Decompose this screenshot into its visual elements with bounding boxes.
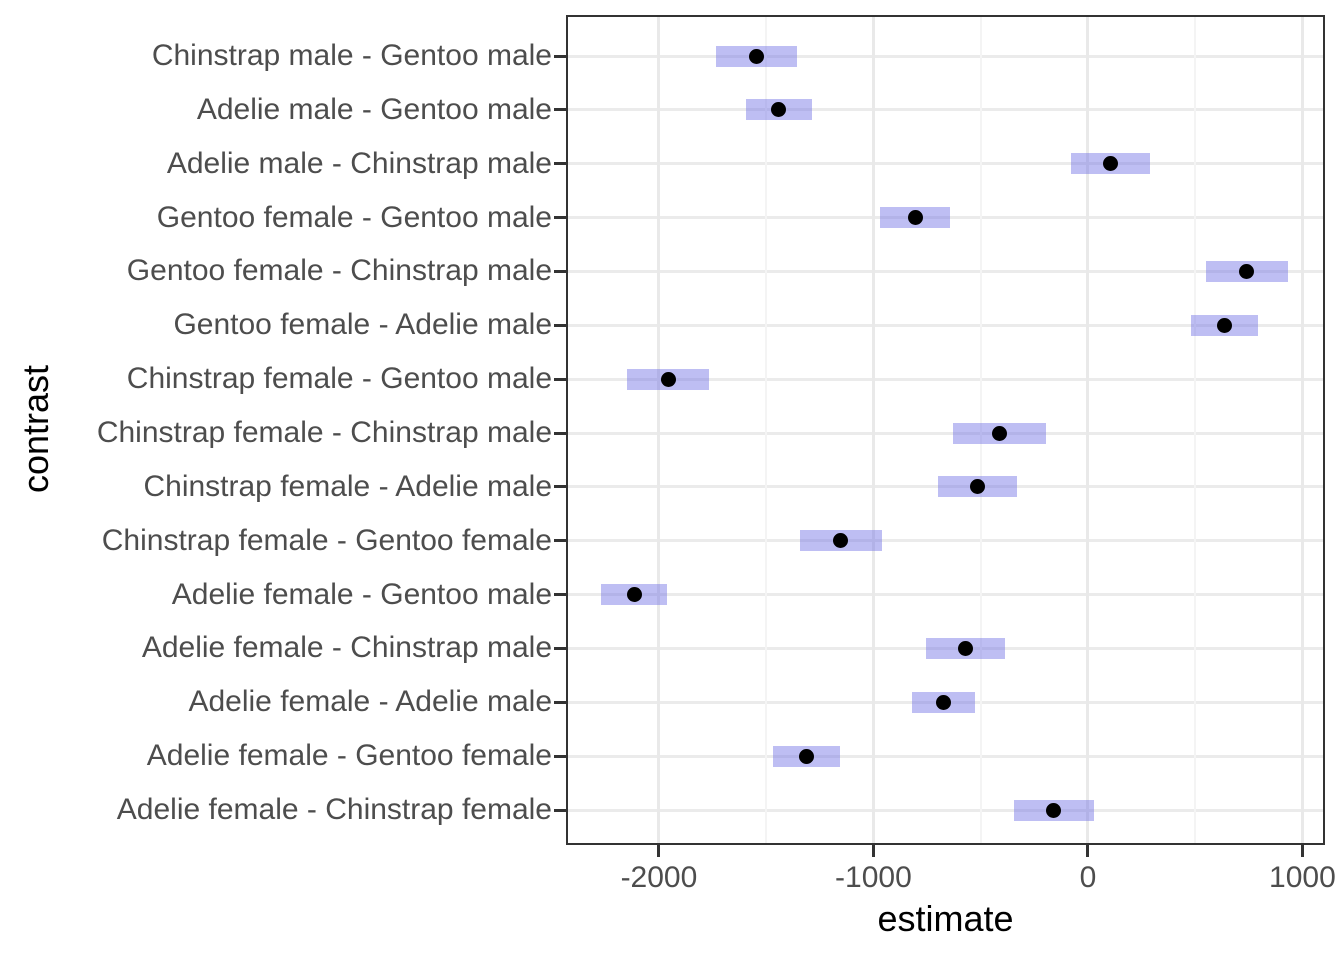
y-tick (554, 485, 566, 489)
y-tick-label: Chinstrap female - Gentoo male (126, 362, 552, 396)
estimate-point (1216, 317, 1232, 333)
y-tick (554, 700, 566, 704)
x-tick (871, 845, 875, 857)
h-gridline (568, 377, 1323, 381)
y-tick-label: Gentoo female - Adelie male (173, 308, 552, 342)
y-tick-label: Adelie female - Gentoo male (171, 577, 552, 611)
y-tick-label: Adelie female - Chinstrap female (116, 793, 552, 826)
x-tick-label: 0 (1079, 861, 1097, 894)
y-tick (554, 539, 566, 543)
v-gridline-major (871, 17, 875, 843)
estimate-point (969, 479, 985, 495)
h-gridline (568, 808, 1323, 812)
v-gridline-minor (765, 17, 768, 843)
h-gridline (568, 162, 1323, 166)
y-tick-label: Gentoo female - Chinstrap male (126, 254, 552, 288)
h-gridline (568, 269, 1323, 273)
y-tick (554, 593, 566, 597)
y-tick (554, 54, 566, 58)
estimate-point (1239, 263, 1255, 279)
y-tick (554, 431, 566, 435)
y-tick-label: Chinstrap female - Adelie male (143, 469, 552, 503)
y-tick (554, 269, 566, 273)
v-gridline-major (1086, 17, 1090, 843)
h-gridline (568, 323, 1323, 327)
estimate-point (907, 210, 923, 226)
x-axis-title: estimate (877, 898, 1014, 939)
y-tick-label: Adelie male - Gentoo male (196, 92, 552, 126)
x-tick-label: -2000 (620, 861, 698, 894)
estimate-point (660, 371, 676, 387)
h-gridline (568, 108, 1323, 112)
estimate-point (1102, 156, 1118, 172)
x-tick (1300, 845, 1304, 857)
estimate-point (1046, 802, 1062, 818)
v-gridline-minor (1194, 17, 1197, 843)
x-tick-label: 1000 (1269, 861, 1336, 894)
y-tick (554, 377, 566, 381)
estimate-point (626, 587, 642, 603)
y-tick-label: Chinstrap female - Chinstrap male (96, 416, 552, 449)
y-tick-label: Adelie male - Chinstrap male (166, 146, 552, 180)
h-gridline (568, 431, 1323, 435)
y-tick (554, 754, 566, 758)
h-gridline (568, 646, 1323, 650)
y-tick (554, 808, 566, 812)
estimate-point (748, 48, 764, 64)
x-tick-label: -1000 (835, 861, 912, 894)
y-tick-label: Adelie female - Adelie male (188, 685, 552, 719)
v-gridline-major (1300, 17, 1304, 843)
estimate-point (771, 102, 787, 118)
estimate-point (958, 640, 974, 656)
v-gridline-minor (979, 17, 982, 843)
y-tick-label: Chinstrap female - Gentoo female (101, 523, 552, 557)
y-tick-label: Chinstrap male - Gentoo male (151, 39, 552, 72)
x-tick (657, 845, 661, 857)
h-gridline (568, 754, 1323, 758)
h-gridline (568, 539, 1323, 543)
y-tick (554, 646, 566, 650)
h-gridline (568, 54, 1323, 58)
y-tick (554, 216, 566, 220)
h-gridline (568, 485, 1323, 489)
plot-panel (566, 15, 1325, 845)
v-gridline-major (657, 17, 661, 843)
y-tick (554, 108, 566, 112)
estimate-point (833, 533, 849, 549)
estimate-point (935, 694, 951, 710)
y-tick-label: Adelie female - Chinstrap male (141, 631, 552, 665)
h-gridline (568, 216, 1323, 220)
estimate-point (992, 425, 1008, 441)
y-tick (554, 323, 566, 327)
x-tick (1086, 845, 1090, 857)
y-tick (554, 162, 566, 166)
h-gridline (568, 593, 1323, 597)
estimate-point (799, 748, 815, 764)
y-tick-label: Adelie female - Gentoo female (146, 739, 552, 773)
y-tick-label: Gentoo female - Gentoo male (156, 200, 552, 234)
